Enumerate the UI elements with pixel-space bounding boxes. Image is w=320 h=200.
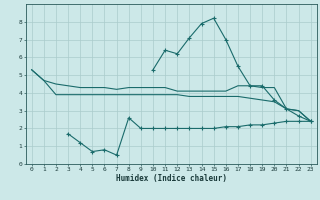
X-axis label: Humidex (Indice chaleur): Humidex (Indice chaleur) [116, 174, 227, 183]
